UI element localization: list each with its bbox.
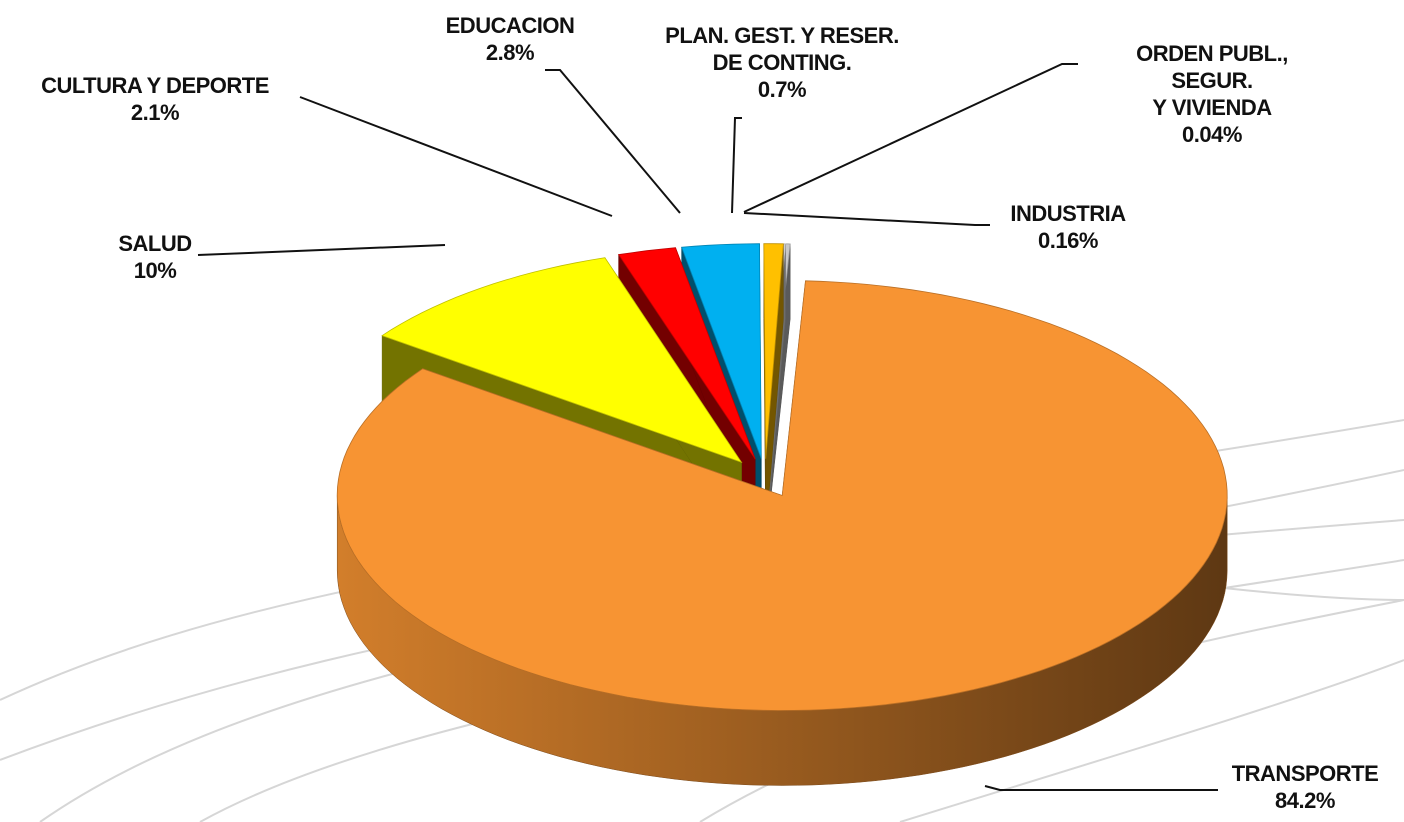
category-label: INDUSTRIA — [1010, 201, 1126, 226]
leader-line — [743, 63, 1078, 213]
value-label: 0.04% — [1182, 122, 1242, 147]
leader-line — [743, 212, 990, 226]
leader-line — [545, 69, 681, 214]
leader-line — [984, 785, 1218, 791]
value-label: 84.2% — [1275, 788, 1335, 813]
data-label: EDUCACION 2.8% — [446, 12, 575, 66]
data-label: ORDEN PUBL., SEGUR. Y VIVIENDA 0.04% — [1116, 40, 1308, 148]
slice-top — [763, 243, 784, 459]
pie — [336, 243, 1228, 786]
pie-slice — [763, 243, 784, 534]
slice-top — [381, 257, 743, 464]
value-label: 2.1% — [130, 100, 180, 125]
value-label: 10% — [133, 258, 177, 283]
category-label: ORDEN PUBL., SEGUR. Y VIVIENDA — [1136, 41, 1288, 120]
pie-slice — [336, 280, 1228, 786]
data-label: INDUSTRIA 0.16% — [1010, 200, 1126, 254]
leader-line — [731, 117, 742, 214]
value-label: 2.8% — [485, 40, 535, 65]
category-label: PLAN. GEST. Y RESER. DE CONTING. — [665, 23, 899, 75]
slice-top — [336, 280, 1228, 711]
slice-top — [681, 243, 762, 459]
category-label: SALUD — [118, 231, 192, 256]
leader-line — [197, 244, 446, 256]
data-label: PLAN. GEST. Y RESER. DE CONTING. 0.7% — [665, 22, 899, 103]
data-label: CULTURA Y DEPORTE 2.1% — [41, 72, 269, 126]
data-label: SALUD 10% — [118, 230, 192, 284]
value-label: 0.16% — [1038, 228, 1098, 253]
data-label: TRANSPORTE 84.2% — [1232, 760, 1379, 814]
category-label: EDUCACION — [445, 13, 575, 38]
value-label: 0.7% — [757, 77, 807, 102]
leader-lines — [197, 63, 1218, 791]
slice-top — [617, 247, 756, 460]
category-label: CULTURA Y DEPORTE — [41, 73, 269, 98]
leader-line — [299, 96, 613, 217]
category-label: TRANSPORTE — [1231, 761, 1379, 786]
